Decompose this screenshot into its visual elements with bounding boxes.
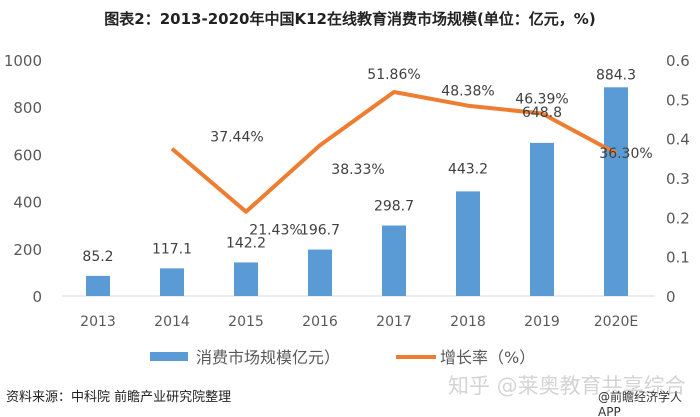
y-right-tick-label: 0.2 <box>666 209 690 227</box>
watermark-app: @前瞻经济学人APP <box>598 390 683 417</box>
bar-data-label: 142.2 <box>226 235 266 251</box>
x-tick-label: 2016 <box>302 314 338 330</box>
bar-2015 <box>234 262 258 296</box>
legend-swatch-bar <box>150 352 188 361</box>
bar-2019 <box>530 142 554 296</box>
y-left-tick-label: 0 <box>32 288 42 306</box>
line-data-label: 37.44% <box>210 130 263 146</box>
x-tick-label: 2019 <box>524 314 560 330</box>
line-data-label: 36.30% <box>599 146 652 162</box>
y-right-tick-label: 0.3 <box>666 170 690 188</box>
bar-data-label: 884.3 <box>596 67 636 83</box>
x-tick-label: 2018 <box>450 314 486 330</box>
y-right-tick-label: 0.1 <box>666 249 690 267</box>
bar-2014 <box>160 268 184 296</box>
x-tick-label: 2020E <box>594 314 638 330</box>
bar-2013 <box>86 275 110 296</box>
y-right-tick-label: 0 <box>666 288 676 306</box>
bar-data-label: 298.7 <box>374 199 414 215</box>
bar-data-label: 196.7 <box>300 223 340 239</box>
bar-data-label: 443.2 <box>448 161 488 177</box>
x-tick-label: 2014 <box>154 314 190 330</box>
y-left-tick-label: 800 <box>13 99 42 117</box>
y-right-tick-label: 0.6 <box>666 52 690 70</box>
y-right-tick-label: 0.5 <box>666 91 690 109</box>
y-left-tick-label: 600 <box>13 146 42 164</box>
y-left-tick-label: 400 <box>13 194 42 212</box>
line-data-label: 51.86% <box>367 67 420 83</box>
bar-data-label: 117.1 <box>152 241 192 257</box>
bar-data-label: 648.8 <box>522 105 562 121</box>
x-tick-label: 2017 <box>376 314 412 330</box>
source-note: 资料来源：中科院 前瞻产业研究院整理 <box>6 390 232 405</box>
watermark-zhihu: 知乎 @莱奥教育共享综合 <box>448 374 686 398</box>
line-data-label: 46.39% <box>515 92 568 108</box>
legend-label-bar: 消费市场规模亿元） <box>196 348 340 367</box>
bar-2017 <box>382 225 406 296</box>
bar-data-label: 85.2 <box>82 249 113 265</box>
bar-2016 <box>308 249 332 296</box>
y-left-tick-label: 1000 <box>4 52 42 70</box>
growth-rate-line <box>170 90 617 214</box>
line-data-label: 21.43% <box>249 223 302 239</box>
line-data-label: 38.33% <box>331 162 384 178</box>
bar-2020E <box>604 87 628 296</box>
x-tick-label: 2015 <box>228 314 264 330</box>
y-right-tick-label: 0.4 <box>666 131 690 149</box>
y-left-tick-label: 200 <box>13 241 42 259</box>
x-tick-label: 2013 <box>80 314 116 330</box>
legend-label-line: 增长率（%） <box>440 348 535 367</box>
chart-title: 图表2：2013-2020年中国K12在线教育消费市场规模(单位：亿元，%) <box>104 10 596 28</box>
bar-2018 <box>456 191 480 296</box>
line-data-label: 48.38% <box>441 84 494 100</box>
